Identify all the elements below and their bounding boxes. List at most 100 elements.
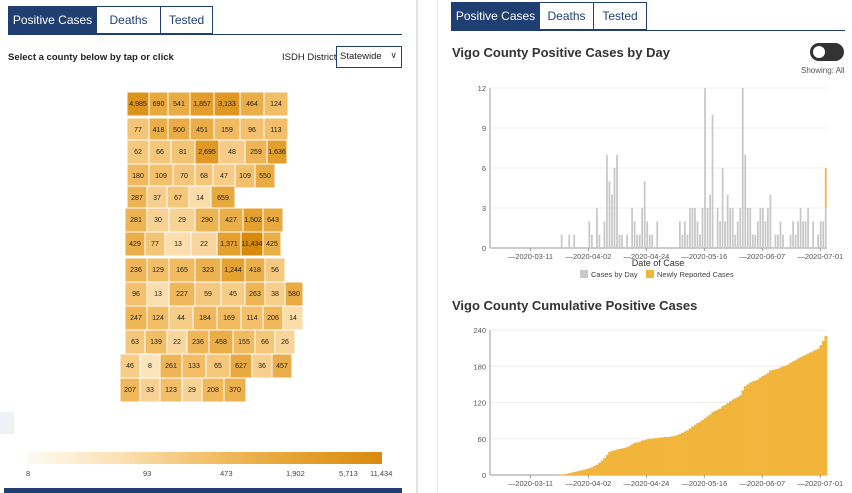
tab-deaths[interactable]: Deaths bbox=[97, 6, 161, 34]
bar bbox=[631, 208, 633, 248]
county-value-label: 81 bbox=[179, 149, 187, 156]
bar bbox=[608, 181, 611, 248]
legend-label: Cases by Day bbox=[591, 270, 638, 279]
county-cell[interactable] bbox=[210, 185, 236, 211]
county-value-label: 451 bbox=[196, 127, 208, 134]
county-cell[interactable] bbox=[254, 163, 276, 189]
bar bbox=[638, 234, 641, 248]
tab-deaths[interactable]: Deaths bbox=[540, 2, 594, 30]
bar bbox=[794, 360, 798, 475]
bar bbox=[781, 366, 785, 475]
county-cell[interactable] bbox=[190, 231, 218, 257]
county-cell[interactable] bbox=[192, 305, 218, 331]
tab-tested[interactable]: Tested bbox=[161, 6, 213, 34]
county-cell[interactable] bbox=[181, 353, 207, 379]
x-tick-label: —2020-06-07 bbox=[739, 479, 785, 488]
tab-tested[interactable]: Tested bbox=[594, 2, 647, 30]
county-value-label: 48 bbox=[228, 149, 236, 156]
county-value-label: 36 bbox=[258, 363, 266, 370]
bar bbox=[824, 168, 827, 208]
bar bbox=[761, 375, 765, 475]
county-cell[interactable] bbox=[220, 281, 246, 307]
county-cell[interactable] bbox=[263, 92, 289, 117]
indiana-county-map[interactable]: 4,985 690 541 1,857 3,133 464 124 77 418 500 451 15… bbox=[90, 92, 330, 432]
bar bbox=[578, 470, 581, 475]
bar bbox=[648, 438, 652, 475]
bar bbox=[718, 408, 722, 475]
bar bbox=[694, 208, 696, 248]
bar bbox=[608, 452, 612, 475]
bar bbox=[733, 398, 737, 475]
tab-positive-cases[interactable]: Positive Cases bbox=[451, 2, 540, 30]
county-value-label: 1,857 bbox=[193, 101, 211, 108]
tab-positive-cases[interactable]: Positive Cases bbox=[8, 6, 97, 34]
bar bbox=[716, 409, 720, 475]
bar bbox=[709, 194, 711, 248]
county-cell[interactable] bbox=[148, 163, 174, 189]
bar bbox=[777, 234, 779, 248]
bar bbox=[562, 474, 566, 475]
bar bbox=[658, 437, 662, 475]
county-value-label: 22 bbox=[200, 241, 208, 248]
x-tick-label: —2020-04-24 bbox=[623, 252, 669, 261]
bar bbox=[596, 208, 598, 248]
bar bbox=[791, 361, 795, 475]
bar bbox=[746, 384, 750, 475]
county-value-label: 26 bbox=[281, 339, 289, 346]
county-cell[interactable] bbox=[170, 139, 196, 165]
county-cell[interactable] bbox=[263, 117, 289, 143]
bar bbox=[610, 450, 614, 475]
county-value-label: 247 bbox=[130, 315, 142, 322]
tab-underline bbox=[451, 30, 845, 31]
county-cell[interactable] bbox=[213, 92, 241, 117]
x-tick-label: —2020-04-02 bbox=[565, 479, 611, 488]
chevron-down-icon: ∨ bbox=[390, 50, 397, 60]
bar bbox=[807, 208, 810, 248]
bar bbox=[728, 401, 732, 475]
county-value-label: 124 bbox=[270, 101, 282, 108]
bar bbox=[621, 234, 623, 248]
county-cell[interactable] bbox=[168, 281, 196, 307]
county-cell[interactable] bbox=[216, 231, 242, 257]
county-value-label: 63 bbox=[131, 339, 139, 346]
bar bbox=[736, 221, 739, 248]
bar bbox=[611, 194, 613, 248]
bar bbox=[625, 447, 629, 475]
county-value-label: 659 bbox=[217, 195, 229, 202]
county-cell[interactable] bbox=[239, 92, 265, 117]
bar bbox=[683, 431, 687, 475]
bar bbox=[802, 221, 804, 248]
county-value-label: 133 bbox=[188, 363, 200, 370]
legend-label: Newly Reported Cases bbox=[657, 270, 734, 279]
bar bbox=[699, 234, 701, 248]
county-value-label: 77 bbox=[134, 127, 142, 134]
county-cell[interactable] bbox=[271, 353, 293, 379]
x-tick-label: —2020-05-16 bbox=[681, 252, 727, 261]
bar bbox=[726, 194, 729, 248]
bar bbox=[736, 397, 740, 475]
county-cell[interactable] bbox=[223, 377, 247, 403]
bar bbox=[739, 208, 742, 248]
county-value-label: 14 bbox=[196, 195, 204, 202]
bar bbox=[754, 234, 757, 248]
showing-toggle[interactable] bbox=[810, 43, 844, 61]
bar bbox=[590, 467, 594, 475]
bar bbox=[650, 438, 654, 475]
bar bbox=[585, 468, 589, 475]
bar bbox=[668, 436, 672, 475]
bar bbox=[673, 435, 677, 475]
county-cell[interactable] bbox=[266, 139, 288, 165]
bar bbox=[630, 444, 634, 475]
y-tick-label: 120 bbox=[473, 399, 486, 408]
county-cell[interactable] bbox=[189, 92, 215, 117]
bar bbox=[703, 418, 707, 475]
bar bbox=[678, 221, 681, 248]
county-cell[interactable] bbox=[218, 139, 246, 165]
bar bbox=[605, 455, 609, 475]
bar bbox=[761, 208, 764, 248]
county-value-label: 123 bbox=[165, 387, 177, 394]
county-cell[interactable] bbox=[262, 231, 282, 257]
district-select[interactable]: Statewide ∨ bbox=[336, 46, 402, 68]
county-value-label: 66 bbox=[156, 149, 164, 156]
bar bbox=[721, 168, 724, 248]
